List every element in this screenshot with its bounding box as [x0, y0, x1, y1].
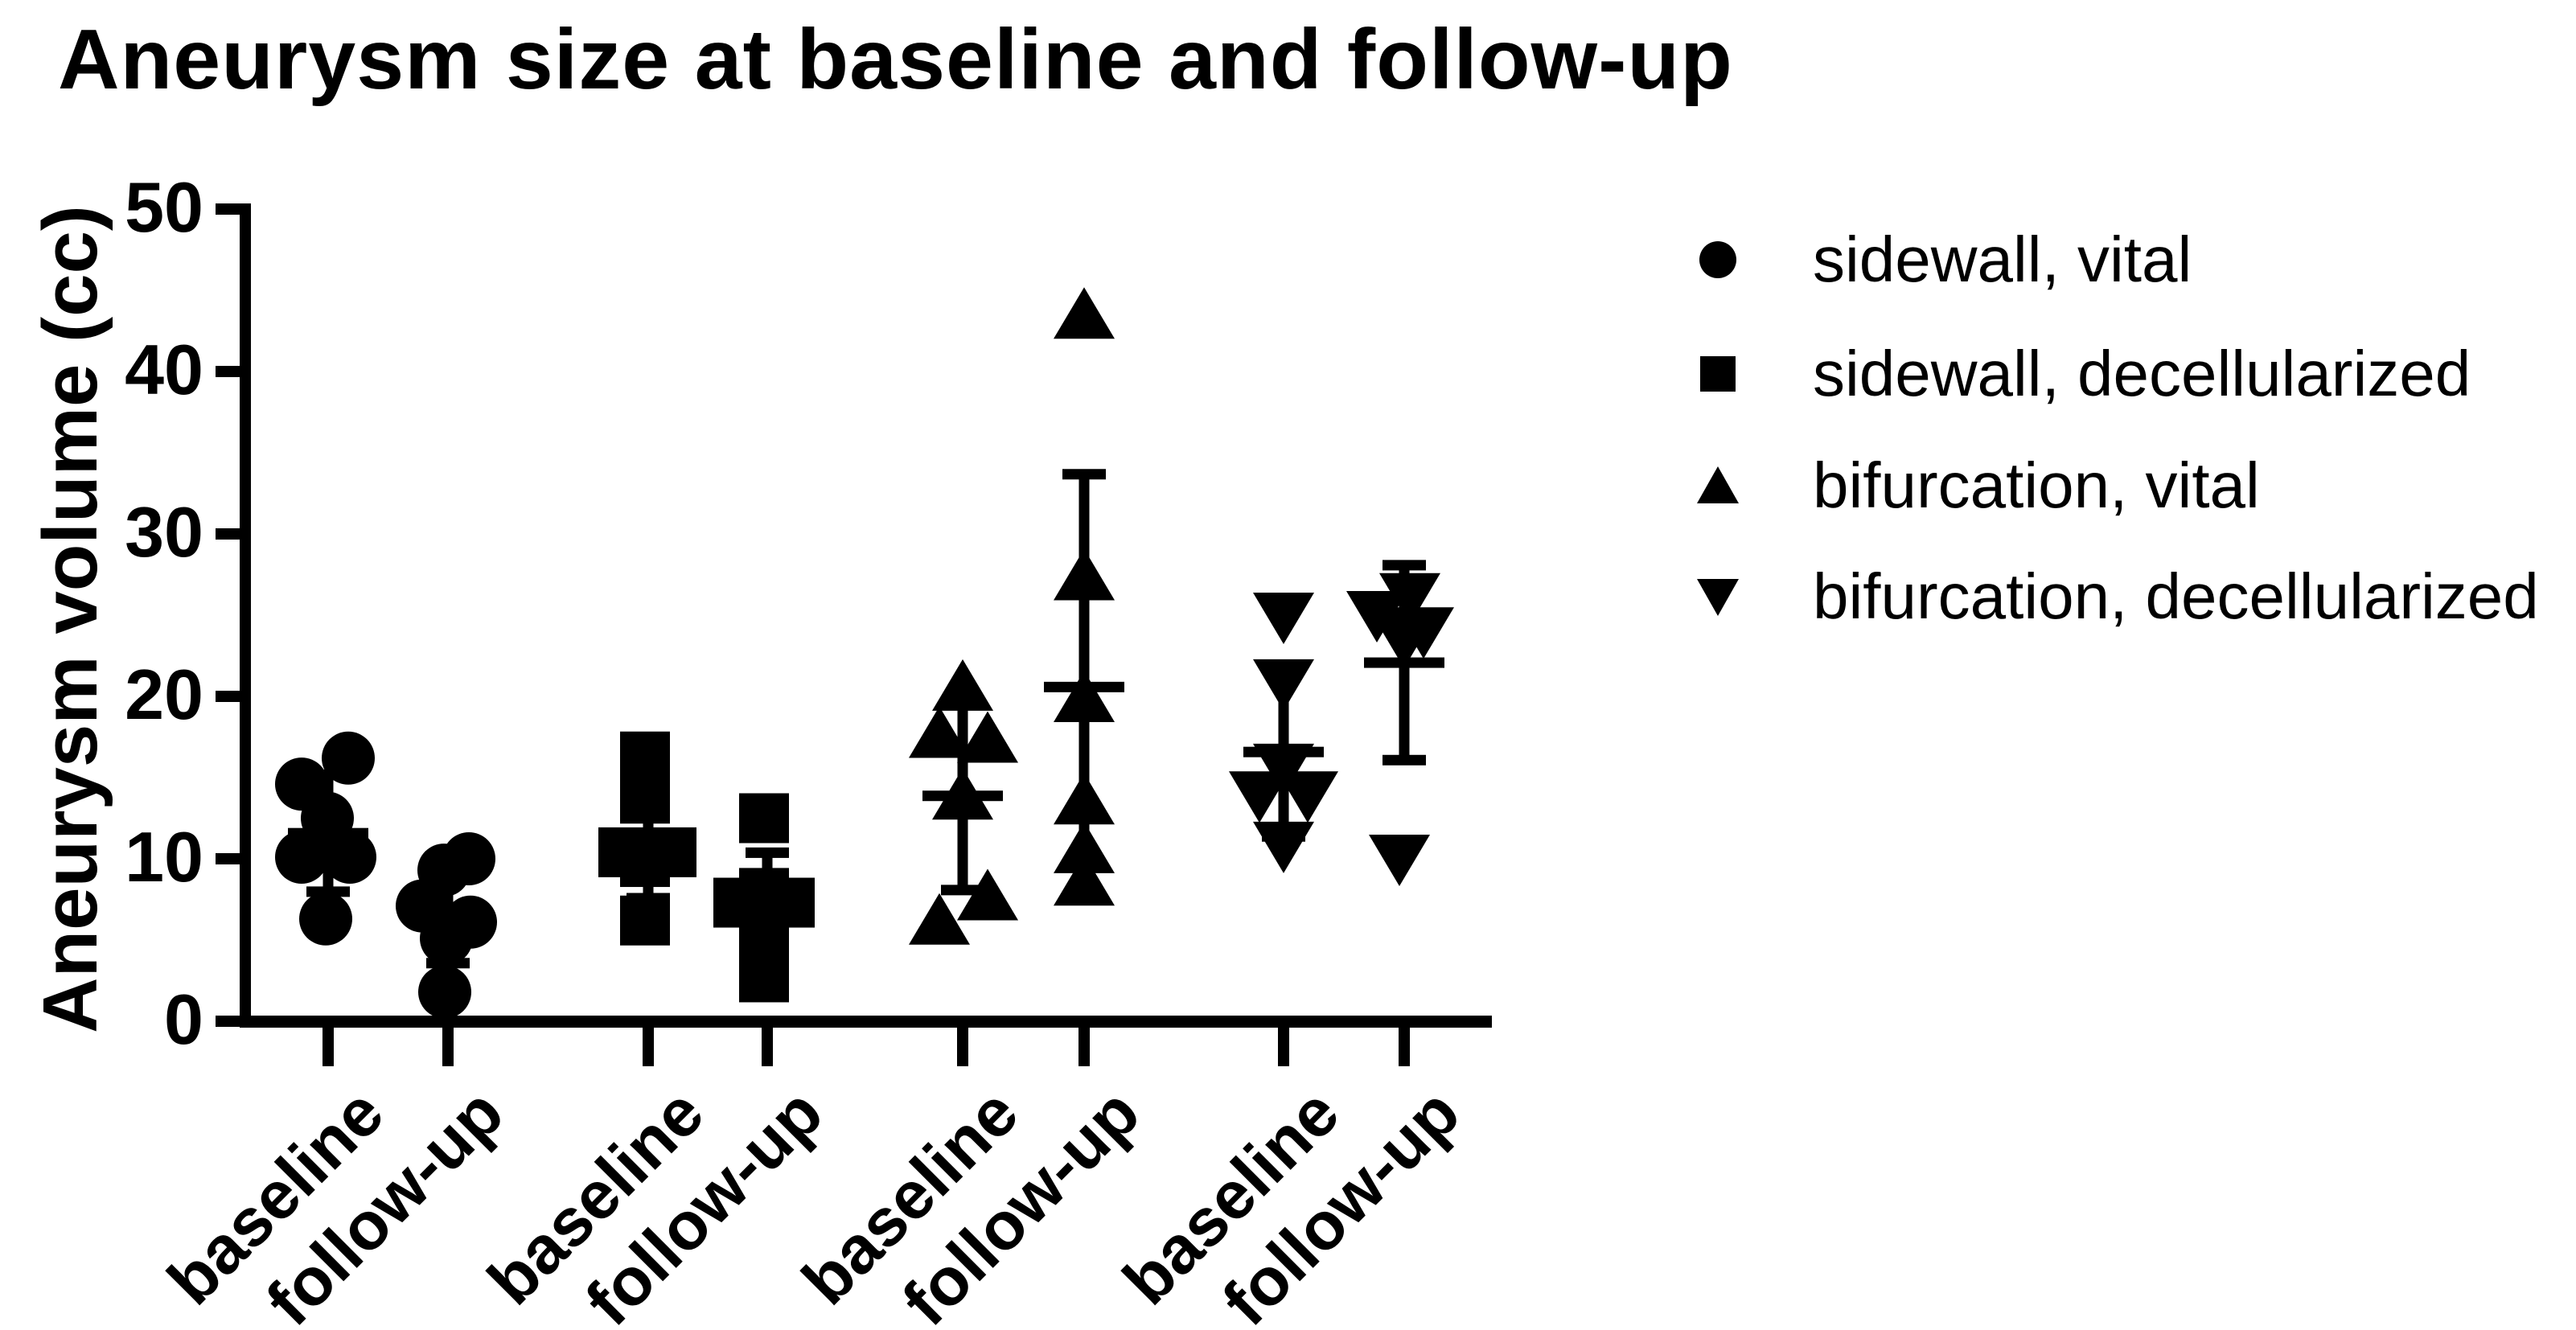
data-point-marker: [620, 731, 670, 782]
y-tick-label-20: 20: [125, 655, 203, 734]
y-tick-label-40: 40: [125, 330, 203, 409]
y-axis-tick: [216, 528, 240, 540]
square-glyph: [1700, 356, 1736, 392]
x-axis-tick: [957, 1028, 968, 1066]
y-tick-label-0: 0: [164, 979, 203, 1059]
x-axis-tick: [762, 1028, 773, 1066]
error-bar-cap-bottom: [1382, 754, 1426, 766]
y-axis-tick: [216, 691, 240, 702]
y-axis-line: [240, 203, 251, 1027]
square-marker-shape: [1700, 356, 1736, 392]
data-point-marker: [1054, 287, 1115, 339]
error-bar-cap-top: [426, 860, 470, 872]
data-point-marker: [1054, 854, 1115, 906]
mean-line: [1364, 657, 1444, 668]
mean-line: [727, 899, 807, 910]
x-axis-tick: [323, 1028, 334, 1066]
data-point-marker: [1253, 593, 1314, 645]
x-axis-tick: [1078, 1028, 1090, 1066]
mean-line: [1044, 681, 1124, 692]
triangle-up-glyph: [1697, 466, 1739, 503]
error-bar-cap-top: [1062, 469, 1106, 480]
y-tick-label-30: 30: [125, 492, 203, 572]
error-bar-cap-bottom: [1062, 894, 1106, 905]
y-tick-label-10: 10: [125, 817, 203, 897]
x-axis-tick: [442, 1028, 454, 1066]
data-point-marker: [1253, 821, 1314, 873]
circle-glyph: [1699, 241, 1736, 278]
error-bar-cap-top: [941, 696, 984, 708]
mean-line: [288, 827, 368, 839]
x-axis-tick: [643, 1028, 654, 1066]
error-bar-cap-top: [746, 847, 789, 858]
y-axis-tick: [216, 366, 240, 377]
error-bar-cap-bottom: [627, 893, 670, 904]
legend-item-sidewall-decellularized: sidewall, decellularized: [1692, 337, 2471, 411]
error-bar-cap-bottom: [941, 885, 984, 896]
data-point-marker: [1229, 771, 1290, 823]
y-axis-tick: [216, 853, 240, 864]
legend-label: sidewall, vital: [1813, 224, 2192, 295]
legend-item-sidewall-vital: sidewall, vital: [1692, 223, 2192, 297]
data-point-marker: [1277, 771, 1338, 823]
data-point-marker: [1375, 614, 1436, 666]
data-point-marker: [275, 830, 328, 884]
data-point-marker: [1054, 548, 1115, 601]
data-point-marker: [739, 793, 789, 844]
data-point-marker: [957, 711, 1018, 763]
error-bar-cap-top: [627, 779, 670, 790]
legend-label: bifurcation, vital: [1813, 449, 2260, 521]
data-point-marker: [1379, 573, 1440, 625]
error-bar-cap-top: [306, 769, 350, 780]
data-point-marker: [420, 911, 473, 965]
chart-title: Aneurysm size at baseline and follow-up: [58, 12, 1733, 107]
y-axis-tick: [216, 203, 240, 215]
triangle-down-marker-shape: [1697, 579, 1739, 616]
triangle-down-glyph: [1697, 579, 1739, 616]
y-tick-label-50: 50: [125, 167, 203, 247]
mean-line: [1243, 746, 1324, 757]
data-point-marker: [323, 830, 376, 884]
error-bar-cap-bottom: [306, 886, 350, 897]
data-point-marker: [957, 868, 1018, 921]
triangle-down-marker-icon: [1692, 571, 1744, 622]
data-point-marker: [909, 893, 970, 945]
y-axis-tick: [216, 1016, 240, 1027]
error-bar-cap-bottom: [1262, 831, 1305, 842]
legend-label: bifurcation, decellularized: [1813, 560, 2539, 632]
data-point-marker: [1054, 821, 1115, 873]
data-point-marker: [299, 892, 352, 946]
x-axis-tick: [1278, 1028, 1289, 1066]
legend-item-bifurcation-vital: bifurcation, vital: [1692, 449, 2260, 523]
data-point-marker: [1054, 671, 1115, 723]
data-point-marker: [1054, 773, 1115, 825]
legend-item-bifurcation-decellularized: bifurcation, decellularized: [1692, 560, 2539, 634]
data-point-marker: [909, 706, 970, 758]
data-point-marker: [418, 965, 471, 1019]
data-point-marker: [620, 895, 670, 946]
error-bar-cap-top: [1262, 662, 1305, 673]
triangle-up-marker-icon: [1692, 460, 1744, 511]
error-bar-cap-bottom: [746, 951, 789, 963]
error-bar-cap-bottom: [426, 958, 470, 969]
x-axis-tick: [1399, 1028, 1410, 1066]
error-bar-cap-top: [1382, 560, 1426, 571]
data-point-marker: [1369, 835, 1430, 886]
square-marker-icon: [1692, 348, 1744, 400]
x-axis-line: [240, 1016, 1492, 1028]
mean-line: [408, 909, 488, 920]
mean-line: [608, 835, 688, 847]
circle-marker-shape: [1699, 241, 1736, 278]
mean-line: [922, 790, 1003, 802]
legend-label: sidewall, decellularized: [1813, 338, 2471, 409]
triangle-up-marker-shape: [1697, 466, 1739, 503]
circle-marker-icon: [1692, 234, 1744, 285]
